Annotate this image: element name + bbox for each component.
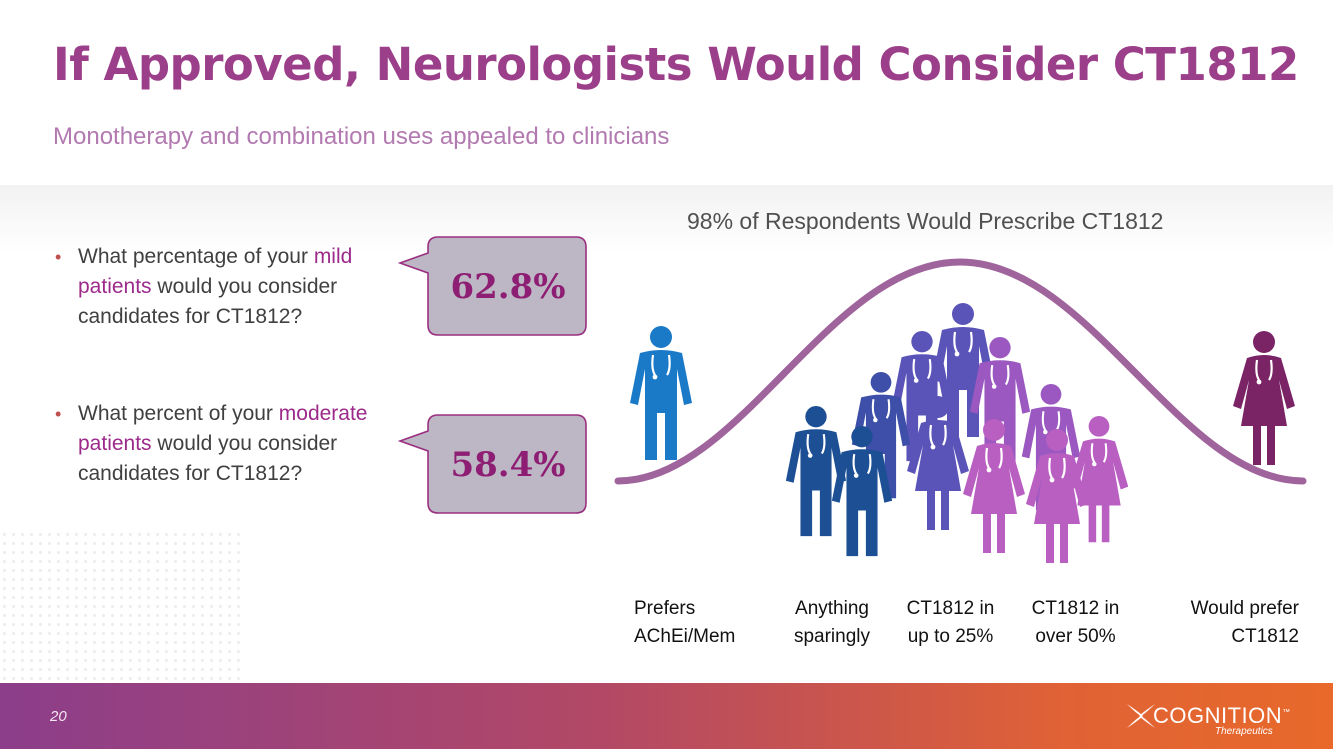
speech-bubble-shape [397, 236, 587, 336]
doctor-female-icon [961, 418, 1027, 555]
doctor-male-icon [628, 325, 694, 462]
category-label-anything-sparingly: Anything sparingly [793, 598, 871, 647]
bullet-dot: • [55, 247, 62, 267]
logo-subtitle: Therapeutics [1215, 726, 1273, 737]
doctor-male-icon [784, 405, 848, 538]
speech-bubble-shape [397, 414, 587, 514]
page-title: If Approved, Neurologists Would Consider… [53, 38, 1299, 91]
category-label-up-to-25: CT1812 in up to 25% [906, 598, 995, 647]
category-label-would-prefer: Would prefer CT1812 [1190, 598, 1299, 647]
question-mild: • What percentage of your mild patients … [55, 242, 400, 332]
decorative-dot-pattern [0, 530, 240, 680]
category-label-prefers-acheimem: Prefers AChEi/Mem [634, 598, 736, 647]
chart-title: 98% of Respondents Would Prescribe CT181… [687, 208, 1164, 234]
doctor-female-icon [1231, 330, 1297, 467]
callout-mild: 62.8% [397, 235, 590, 340]
mild-percentage-value: 62.8% [450, 267, 566, 307]
page-number: 20 [50, 708, 67, 725]
bullet-dot: • [55, 404, 62, 424]
bell-curve [614, 258, 1307, 485]
category-label-over-50: CT1812 in over 50% [1031, 598, 1120, 647]
moderate-percentage-value: 58.4% [450, 445, 566, 485]
footer-bar [0, 683, 1333, 749]
question-moderate: • What percent of your moderate patients… [55, 399, 400, 489]
question-text: What percentage of your mild patients wo… [78, 245, 353, 328]
page-subtitle: Monotherapy and combination uses appeale… [53, 123, 670, 150]
logo-wordmark: COGNITION™ [1153, 703, 1291, 728]
question-text: What percent of your moderate patients w… [78, 402, 368, 485]
cognition-logo: COGNITION™ Therapeutics [1125, 700, 1305, 740]
callout-moderate: 58.4% [397, 413, 590, 518]
